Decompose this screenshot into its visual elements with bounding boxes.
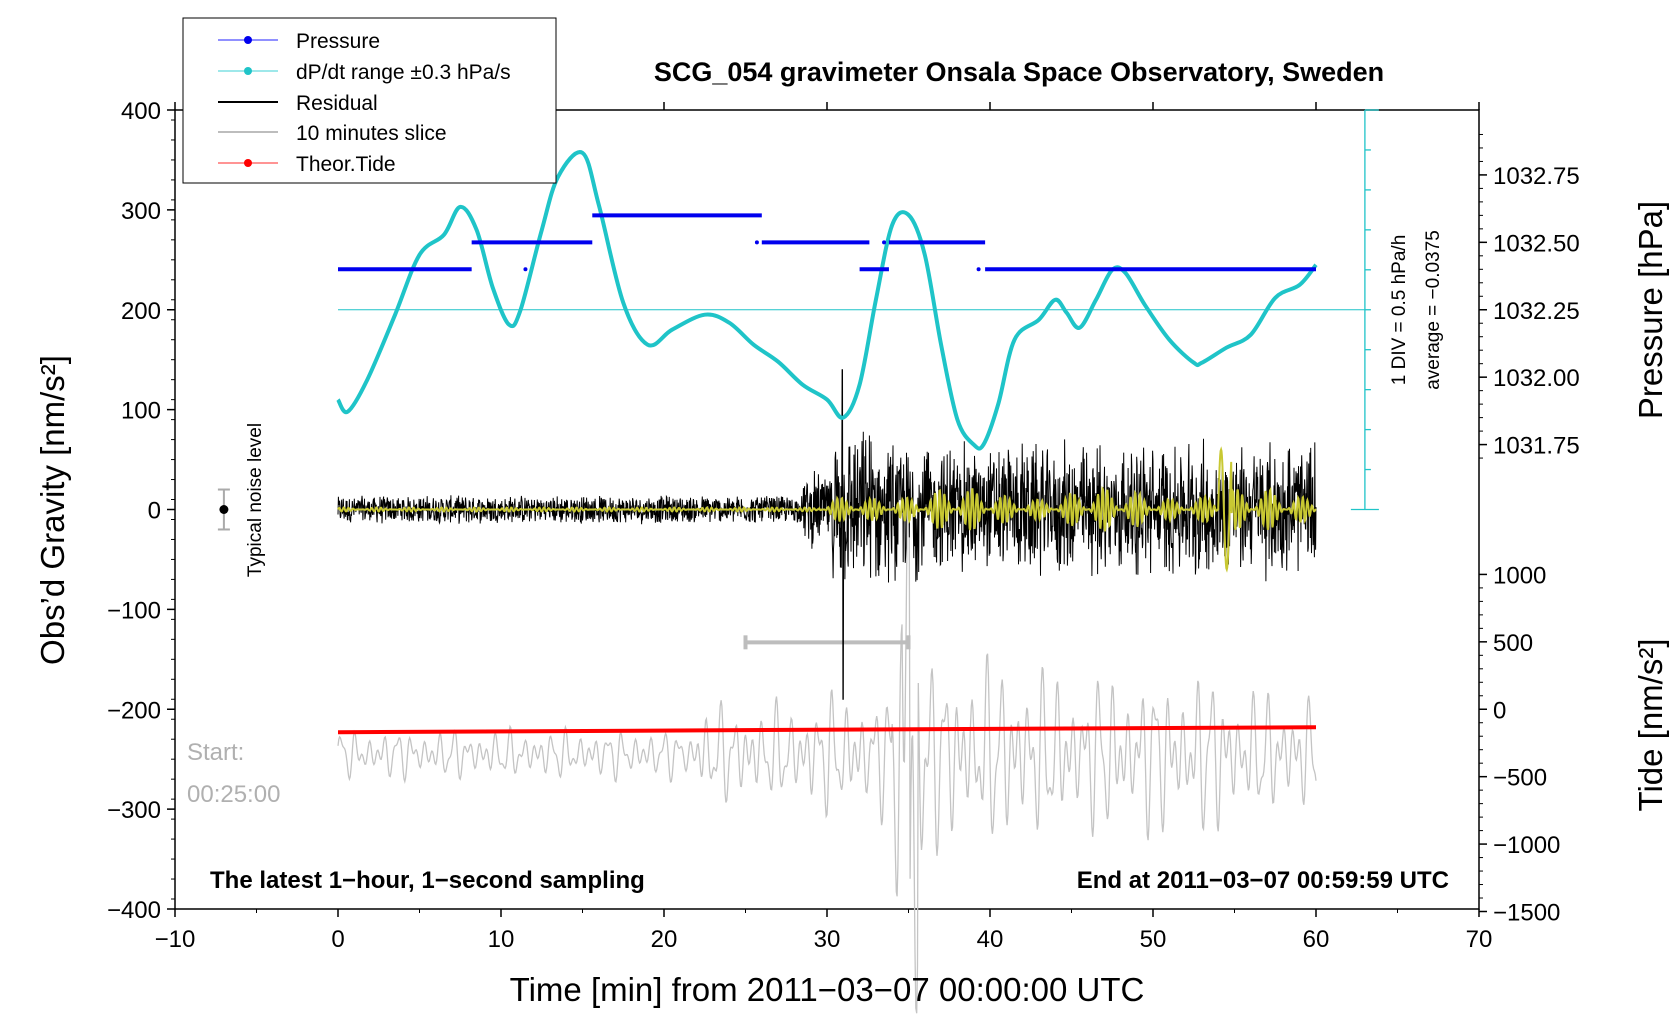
legend-box bbox=[182, 17, 557, 184]
noise-bar-point bbox=[219, 505, 229, 514]
pressure-tick-label: 1032.50 bbox=[1493, 230, 1580, 257]
y-tick-label: −200 bbox=[107, 697, 161, 724]
legend-residual-label: Residual bbox=[296, 92, 378, 115]
y-tick-label: 0 bbox=[148, 498, 161, 525]
pressure-tick-labels: 1032.75 1032.50 1032.25 1032.00 1031.75 bbox=[1493, 163, 1580, 460]
x-tick-label: 0 bbox=[331, 926, 344, 953]
y-axis-title-left: Obs’d Gravity [nm/s²] bbox=[34, 355, 71, 665]
pressure-tick-label: 1032.25 bbox=[1493, 298, 1580, 325]
tide-tick-label: 500 bbox=[1493, 630, 1533, 657]
end-time-label: End at 2011−03−07 00:59:59 UTC bbox=[1077, 867, 1449, 894]
noise-level-label: Typical noise level bbox=[245, 423, 266, 577]
pressure-point bbox=[882, 240, 887, 245]
legend-tide-marker bbox=[244, 159, 252, 167]
x-tick-label: 60 bbox=[1303, 926, 1330, 953]
tide-line bbox=[337, 725, 1317, 735]
scale-div-label: 1 DIV = 0.5 hPa/h bbox=[1389, 235, 1410, 386]
tide-tick-label: −1500 bbox=[1493, 899, 1560, 926]
dpdt-line bbox=[336, 150, 1318, 451]
y-tick-label: −300 bbox=[107, 797, 161, 824]
x-tick-labels: −10 0 10 20 30 40 50 60 70 bbox=[155, 926, 1493, 953]
x-tick-label: 70 bbox=[1466, 926, 1493, 953]
chart-title: SCG_054 gravimeter Onsala Space Observat… bbox=[654, 57, 1384, 87]
legend-dpdt-label: dP/dt range ±0.3 hPa/s bbox=[296, 61, 511, 84]
scale-average-label: average = −0.0375 bbox=[1423, 230, 1444, 390]
legend-pressure-marker bbox=[244, 36, 252, 44]
scale-bar bbox=[1350, 109, 1379, 511]
y-axis-title-tide: Tide [nm/s²] bbox=[1632, 639, 1669, 812]
x-tick-label: −10 bbox=[155, 926, 196, 953]
y-tick-label: −100 bbox=[107, 597, 161, 624]
y-tick-labels: 400 300 200 100 0 −100 −200 −300 −400 bbox=[107, 98, 161, 924]
x-tick-label: 30 bbox=[814, 926, 841, 953]
x-axis-title: Time [min] from 2011−03−07 00:00:00 UTC bbox=[510, 971, 1145, 1008]
legend-slice-label: 10 minutes slice bbox=[296, 122, 447, 145]
start-label: Start: bbox=[187, 739, 244, 766]
y-tick-label: −400 bbox=[107, 897, 161, 924]
sampling-label: The latest 1−hour, 1−second sampling bbox=[210, 867, 645, 894]
pressure-point bbox=[976, 267, 981, 272]
start-time-label: 00:25:00 bbox=[187, 781, 280, 808]
noise-bar bbox=[217, 488, 230, 531]
dpdt-layer bbox=[336, 150, 1365, 451]
tide-tick-labels: 1000 500 0 −500 −1000 −1500 bbox=[1493, 562, 1560, 926]
pressure-point bbox=[754, 240, 759, 245]
y-tick-label: 400 bbox=[121, 98, 161, 125]
x-tick-label: 40 bbox=[977, 926, 1004, 953]
tide-tick-label: −500 bbox=[1493, 765, 1547, 792]
pressure-point bbox=[523, 267, 528, 272]
legend-dpdt-marker bbox=[244, 67, 252, 75]
x-tick-label: 10 bbox=[488, 926, 515, 953]
y-tick-label: 300 bbox=[121, 198, 161, 225]
tide-tick-label: −1000 bbox=[1493, 832, 1560, 859]
residual-layer bbox=[337, 369, 1317, 700]
legend: Pressure dP/dt range ±0.3 hPa/s Residual… bbox=[182, 17, 557, 184]
slice-line bbox=[337, 486, 1317, 1014]
y-tick-label: 200 bbox=[121, 298, 161, 325]
tide-tick-label: 1000 bbox=[1493, 562, 1546, 589]
slice-layer bbox=[337, 486, 1317, 1014]
tide-layer bbox=[337, 725, 1317, 735]
legend-tide-label: Theor.Tide bbox=[296, 153, 396, 176]
residual-filtered-line bbox=[337, 446, 1317, 573]
pressure-layer bbox=[338, 213, 1316, 272]
y-tick-label: 100 bbox=[121, 398, 161, 425]
residual-line bbox=[337, 369, 1317, 700]
legend-pressure-label: Pressure bbox=[296, 30, 380, 53]
tide-tick-label: 0 bbox=[1493, 697, 1506, 724]
x-tick-label: 20 bbox=[651, 926, 678, 953]
x-tick-label: 50 bbox=[1140, 926, 1167, 953]
pressure-tick-label: 1032.00 bbox=[1493, 365, 1580, 392]
pressure-tick-label: 1031.75 bbox=[1493, 433, 1580, 460]
pressure-tick-label: 1032.75 bbox=[1493, 163, 1580, 190]
y-axis-title-pressure: Pressure [hPa] bbox=[1632, 201, 1669, 419]
